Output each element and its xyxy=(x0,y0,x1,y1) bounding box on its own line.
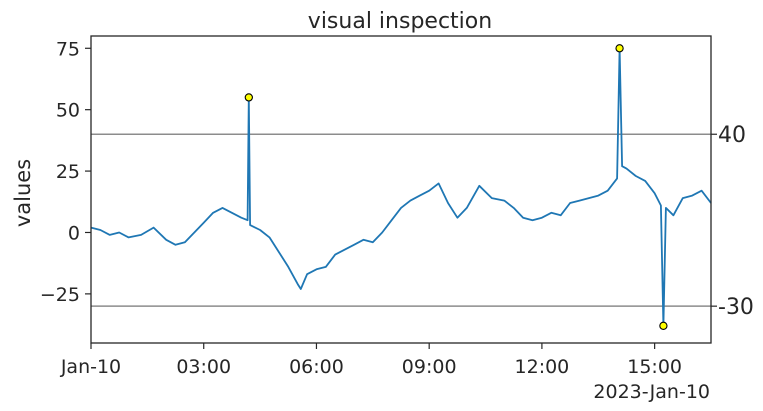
threshold-label: 40 xyxy=(718,123,746,148)
x-tick-label: 12:00 xyxy=(515,356,570,378)
plot-area: 40 -30 75 50 25 0 −25 Jan-10 03:00 06:00 09:00 12:0… xyxy=(40,38,754,378)
plot-frame xyxy=(90,35,712,344)
series-line xyxy=(90,47,712,327)
x-tick-label: 06:00 xyxy=(289,356,344,378)
threshold-label: -30 xyxy=(718,295,754,320)
anomaly-marker xyxy=(659,321,668,330)
x-tick-label: 15:00 xyxy=(627,356,682,378)
anomaly-marker xyxy=(244,93,253,102)
y-tick-label: 75 xyxy=(56,38,80,60)
y-tick-label: 50 xyxy=(56,100,80,122)
y-tick-label: 25 xyxy=(56,161,80,183)
x-tick-label: 09:00 xyxy=(402,356,457,378)
chart-title: visual inspection xyxy=(308,9,492,34)
y-tick-label: 0 xyxy=(68,222,80,244)
x-tick-label: 03:00 xyxy=(176,356,231,378)
x-offset-label: 2023-Jan-10 xyxy=(593,381,710,403)
y-axis-label: values xyxy=(11,159,35,227)
y-tick-label: −25 xyxy=(40,284,80,306)
x-tick-label: Jan-10 xyxy=(60,356,121,378)
anomaly-marker xyxy=(615,44,624,53)
